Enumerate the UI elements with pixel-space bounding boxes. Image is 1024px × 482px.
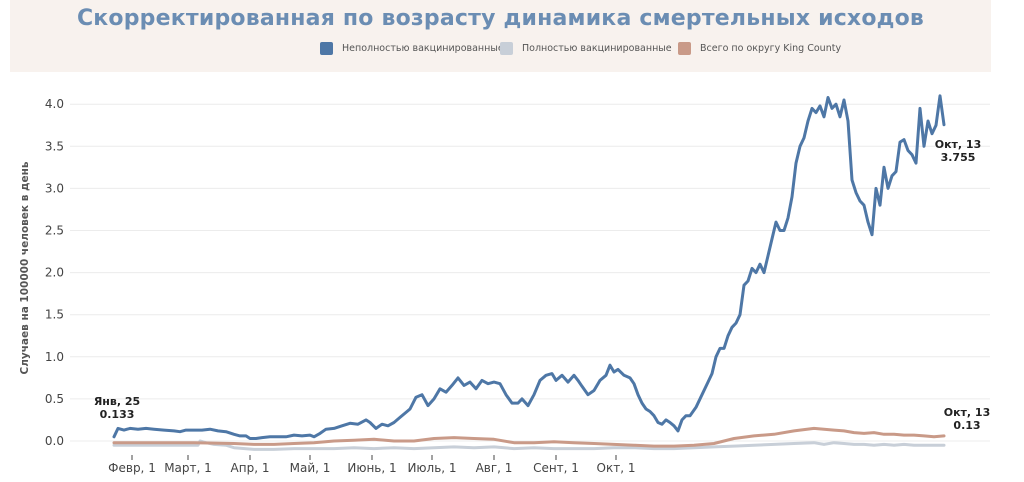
series-line-county bbox=[112, 426, 946, 448]
x-tick-label: Июль, 1 bbox=[407, 461, 456, 475]
x-tick-label: Апр, 1 bbox=[231, 461, 270, 475]
chart-header: Скорректированная по возрасту динамика с… bbox=[10, 0, 991, 72]
legend-item-unvaccinated[interactable]: Неполностью вакцинированные bbox=[320, 42, 504, 55]
series-line-vaccinated bbox=[112, 439, 946, 451]
y-tick-label: 4.0 bbox=[45, 97, 64, 111]
x-tick-label: Май, 1 bbox=[290, 461, 331, 475]
y-tick-label: 2.0 bbox=[45, 266, 64, 280]
x-axis-ticks: Февр, 1 Март, 1 Апр, 1 Май, 1 Июнь, 1 Июль, 1… bbox=[108, 455, 635, 475]
legend-label-county: Всего по округу King County bbox=[700, 43, 842, 54]
y-tick-label: 2.5 bbox=[45, 224, 64, 238]
x-tick-label: Сент, 1 bbox=[533, 461, 579, 475]
gridlines bbox=[70, 103, 990, 442]
legend-label-vaccinated: Полностью вакцинированные bbox=[522, 43, 672, 54]
legend-item-county[interactable]: Всего по округу King County bbox=[678, 42, 841, 55]
y-tick-label: 0.5 bbox=[45, 392, 64, 406]
x-tick-label: Авг, 1 bbox=[476, 461, 513, 475]
annotation-date: Окт, 13 bbox=[944, 406, 991, 419]
x-tick-label: Окт, 1 bbox=[597, 461, 636, 475]
y-tick-label: 3.5 bbox=[45, 139, 64, 153]
y-tick-label: 1.5 bbox=[45, 308, 64, 322]
legend: Неполностью вакцинированные Полностью ва… bbox=[10, 42, 991, 58]
annotation-value: 0.13 bbox=[953, 419, 980, 432]
x-tick-label: Февр, 1 bbox=[108, 461, 156, 475]
annotation-date: Окт, 13 bbox=[935, 138, 982, 151]
x-tick-label: Март, 1 bbox=[164, 461, 212, 475]
annotation-value: 0.133 bbox=[100, 408, 135, 421]
chart-title: Скорректированная по возрасту динамика с… bbox=[76, 6, 925, 31]
annotation-value: 3.755 bbox=[941, 151, 976, 164]
legend-label-unvaccinated: Неполностью вакцинированные bbox=[342, 43, 504, 54]
y-tick-label: 3.0 bbox=[45, 181, 64, 195]
legend-swatch-vaccinated bbox=[500, 42, 513, 55]
y-tick-label: 0.0 bbox=[45, 434, 64, 448]
y-tick-label: 1.0 bbox=[45, 350, 64, 364]
annotation-date: Янв, 25 bbox=[94, 395, 140, 408]
series-lines bbox=[112, 94, 946, 451]
y-axis-label: Случаев на 100000 человек в день bbox=[19, 161, 31, 374]
y-axis-ticks: 0.0 0.5 1.0 1.5 2.0 2.5 3.0 3.5 4.0 bbox=[45, 97, 64, 448]
legend-swatch-unvaccinated bbox=[320, 42, 333, 55]
x-tick-label: Июнь, 1 bbox=[347, 461, 396, 475]
legend-swatch-county bbox=[678, 42, 691, 55]
legend-item-vaccinated[interactable]: Полностью вакцинированные bbox=[500, 42, 672, 55]
series-line-unvaccinated bbox=[112, 94, 946, 440]
